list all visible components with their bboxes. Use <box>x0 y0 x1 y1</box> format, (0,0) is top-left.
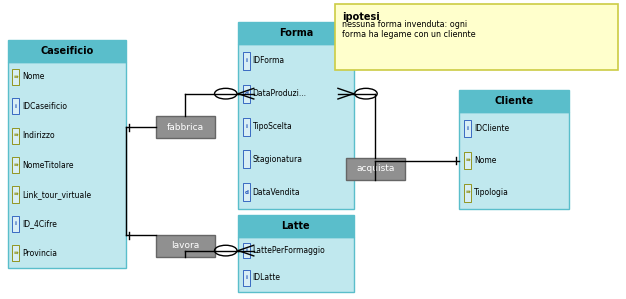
Text: ipotesi: ipotesi <box>342 12 380 22</box>
Text: ⇛: ⇛ <box>465 158 470 163</box>
FancyBboxPatch shape <box>239 22 354 44</box>
FancyBboxPatch shape <box>8 40 126 62</box>
Text: DataVendita: DataVendita <box>252 188 300 197</box>
Text: d: d <box>244 190 249 195</box>
Text: IDForma: IDForma <box>252 56 285 65</box>
FancyBboxPatch shape <box>12 186 19 202</box>
Text: d: d <box>244 91 249 96</box>
Text: ID_4Cifre: ID_4Cifre <box>22 219 57 228</box>
Text: Link_tour_virtuale: Link_tour_virtuale <box>22 190 91 199</box>
Text: i: i <box>245 58 247 63</box>
Text: i: i <box>245 275 247 280</box>
FancyBboxPatch shape <box>243 271 250 286</box>
Text: i: i <box>15 104 17 109</box>
FancyBboxPatch shape <box>459 112 568 209</box>
Text: Cliente: Cliente <box>495 96 533 106</box>
FancyBboxPatch shape <box>12 69 19 85</box>
FancyBboxPatch shape <box>346 158 405 180</box>
Text: IDLatte: IDLatte <box>252 274 280 283</box>
Text: i: i <box>245 248 247 253</box>
FancyBboxPatch shape <box>239 44 354 209</box>
Text: Tipologia: Tipologia <box>474 188 509 197</box>
Text: lavora: lavora <box>171 241 199 250</box>
Text: ⇛: ⇛ <box>13 74 18 79</box>
Text: i: i <box>466 126 468 131</box>
Text: Nome: Nome <box>22 72 44 81</box>
Text: IDCaseificio: IDCaseificio <box>22 102 67 111</box>
FancyBboxPatch shape <box>243 183 250 201</box>
Text: acquista: acquista <box>356 164 394 173</box>
Text: TipoScelta: TipoScelta <box>252 122 292 131</box>
Text: ⇛: ⇛ <box>13 133 18 138</box>
FancyBboxPatch shape <box>239 237 354 292</box>
Text: Latte: Latte <box>282 221 310 231</box>
Text: i: i <box>245 124 247 129</box>
Text: Provincia: Provincia <box>22 249 57 258</box>
FancyBboxPatch shape <box>12 245 19 261</box>
Text: Stagionatura: Stagionatura <box>252 155 302 164</box>
Text: NomeTitolare: NomeTitolare <box>22 161 73 170</box>
FancyBboxPatch shape <box>156 235 215 257</box>
FancyBboxPatch shape <box>243 118 250 135</box>
FancyBboxPatch shape <box>156 116 215 138</box>
Text: DataProduzi...: DataProduzi... <box>252 89 307 98</box>
Text: Indirizzo: Indirizzo <box>22 131 54 140</box>
Text: LattePerFormaggio: LattePerFormaggio <box>252 246 326 255</box>
FancyBboxPatch shape <box>335 4 618 70</box>
FancyBboxPatch shape <box>243 243 250 258</box>
FancyBboxPatch shape <box>243 52 250 70</box>
FancyBboxPatch shape <box>12 128 19 144</box>
Text: Forma: Forma <box>279 28 313 38</box>
Text: ⇛: ⇛ <box>13 192 18 197</box>
FancyBboxPatch shape <box>464 120 471 137</box>
FancyBboxPatch shape <box>239 215 354 237</box>
Text: ⇛: ⇛ <box>13 251 18 256</box>
Text: Caseificio: Caseificio <box>40 46 93 56</box>
Text: ⇛: ⇛ <box>13 163 18 167</box>
Text: Nome: Nome <box>474 156 496 165</box>
Text: fabbrica: fabbrica <box>167 123 204 132</box>
FancyBboxPatch shape <box>459 90 568 112</box>
Text: ⇛: ⇛ <box>465 190 470 195</box>
FancyBboxPatch shape <box>8 62 126 268</box>
Text: i: i <box>15 221 17 226</box>
FancyBboxPatch shape <box>464 152 471 170</box>
Text: nessuna forma invenduta: ogni
forma ha legame con un cliennte: nessuna forma invenduta: ogni forma ha l… <box>342 20 476 39</box>
FancyBboxPatch shape <box>243 85 250 103</box>
FancyBboxPatch shape <box>243 150 250 168</box>
Text: IDCliente: IDCliente <box>474 124 509 133</box>
FancyBboxPatch shape <box>12 157 19 173</box>
FancyBboxPatch shape <box>12 216 19 232</box>
FancyBboxPatch shape <box>12 98 19 114</box>
FancyBboxPatch shape <box>464 184 471 202</box>
